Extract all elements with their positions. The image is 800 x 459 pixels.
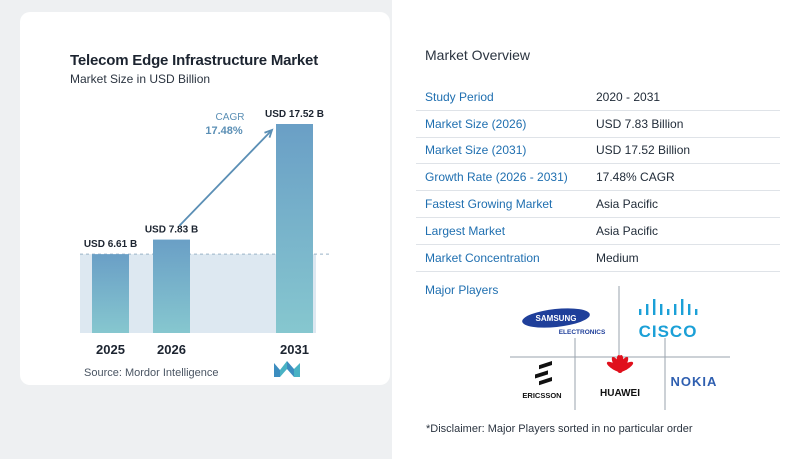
cisco-wordmark: CISCO — [639, 322, 698, 341]
huawei-logo-icon: HUAWEI — [600, 355, 640, 399]
row-value: 2020 - 2031 — [596, 89, 661, 104]
ericsson-logo-icon: ERICSSON — [522, 361, 562, 400]
row-label: Fastest Growing Market — [425, 197, 553, 212]
samsung-logo-icon: SAMSUNG ELECTRONICS — [522, 308, 606, 336]
nokia-logo-icon: NOKIA — [671, 374, 718, 389]
chart-subtitle: Market Size in USD Billion — [70, 72, 211, 86]
chart-title: Telecom Edge Infrastructure Market — [70, 52, 318, 69]
cagr-arrow-head — [264, 128, 274, 138]
bar-2026 — [153, 239, 190, 333]
samsung-subtext: ELECTRONICS — [559, 329, 606, 336]
market-size-chart: USD 6.61 B 2025 USD 7.83 B 2026 USD 17.52 B 2… — [80, 109, 330, 357]
cagr-label: CAGR — [216, 112, 245, 123]
huawei-wordmark: HUAWEI — [600, 388, 640, 399]
bar-2025 — [92, 254, 129, 333]
ericsson-wordmark: ERICSSON — [522, 391, 561, 400]
row-value: USD 7.83 Billion — [596, 116, 684, 131]
row-value: USD 17.52 Billion — [596, 143, 691, 158]
overview-row: Fastest Growing Market Asia Pacific — [416, 191, 780, 218]
row-value: Asia Pacific — [596, 223, 659, 238]
row-label: Market Size (2026) — [425, 116, 527, 131]
row-value: Medium — [596, 250, 639, 265]
overview-title: Market Overview — [425, 47, 531, 63]
source-text: Source: Mordor Intelligence — [84, 367, 219, 379]
data-label-2031: USD 17.52 B — [265, 109, 324, 120]
overview-panel: Market Overview Study Period 2020 - 2031 … — [392, 0, 800, 459]
row-label: Largest Market — [425, 223, 506, 238]
overview-row: Market Concentration Medium — [416, 245, 780, 272]
tick-label-2031: 2031 — [280, 342, 309, 357]
samsung-wordmark: SAMSUNG — [536, 314, 577, 323]
overview-table: Study Period 2020 - 2031 Market Size (202… — [416, 84, 780, 272]
row-label: Growth Rate (2026 - 2031) — [425, 170, 568, 185]
major-players-logos: SAMSUNG ELECTRONICS CISCO ERICSSON — [510, 286, 730, 410]
cagr-value: 17.48% — [205, 125, 243, 137]
tick-label-2025: 2025 — [96, 342, 125, 357]
row-label: Market Concentration — [425, 250, 540, 265]
row-label: Market Size (2031) — [425, 143, 527, 158]
row-label: Study Period — [425, 89, 494, 104]
cisco-logo-icon: CISCO — [639, 299, 698, 341]
major-players-title: Major Players — [425, 283, 499, 297]
row-value: 17.48% CAGR — [596, 170, 675, 185]
data-label-2026: USD 7.83 B — [145, 225, 198, 236]
overview-row: Study Period 2020 - 2031 — [416, 84, 780, 111]
cagr-arrow — [178, 129, 273, 227]
row-value: Asia Pacific — [596, 197, 659, 212]
data-label-2025: USD 6.61 B — [84, 239, 137, 250]
bar-2031 — [276, 124, 313, 333]
overview-row: Largest Market Asia Pacific — [416, 218, 780, 245]
overview-row: Market Size (2031) USD 17.52 Billion — [416, 138, 780, 165]
disclaimer-text: *Disclaimer: Major Players sorted in no … — [426, 423, 693, 435]
tick-label-2026: 2026 — [157, 342, 186, 357]
mordor-logo-icon — [274, 361, 300, 377]
overview-row: Growth Rate (2026 - 2031) 17.48% CAGR — [416, 164, 780, 192]
overview-row: Market Size (2026) USD 7.83 Billion — [416, 111, 780, 138]
